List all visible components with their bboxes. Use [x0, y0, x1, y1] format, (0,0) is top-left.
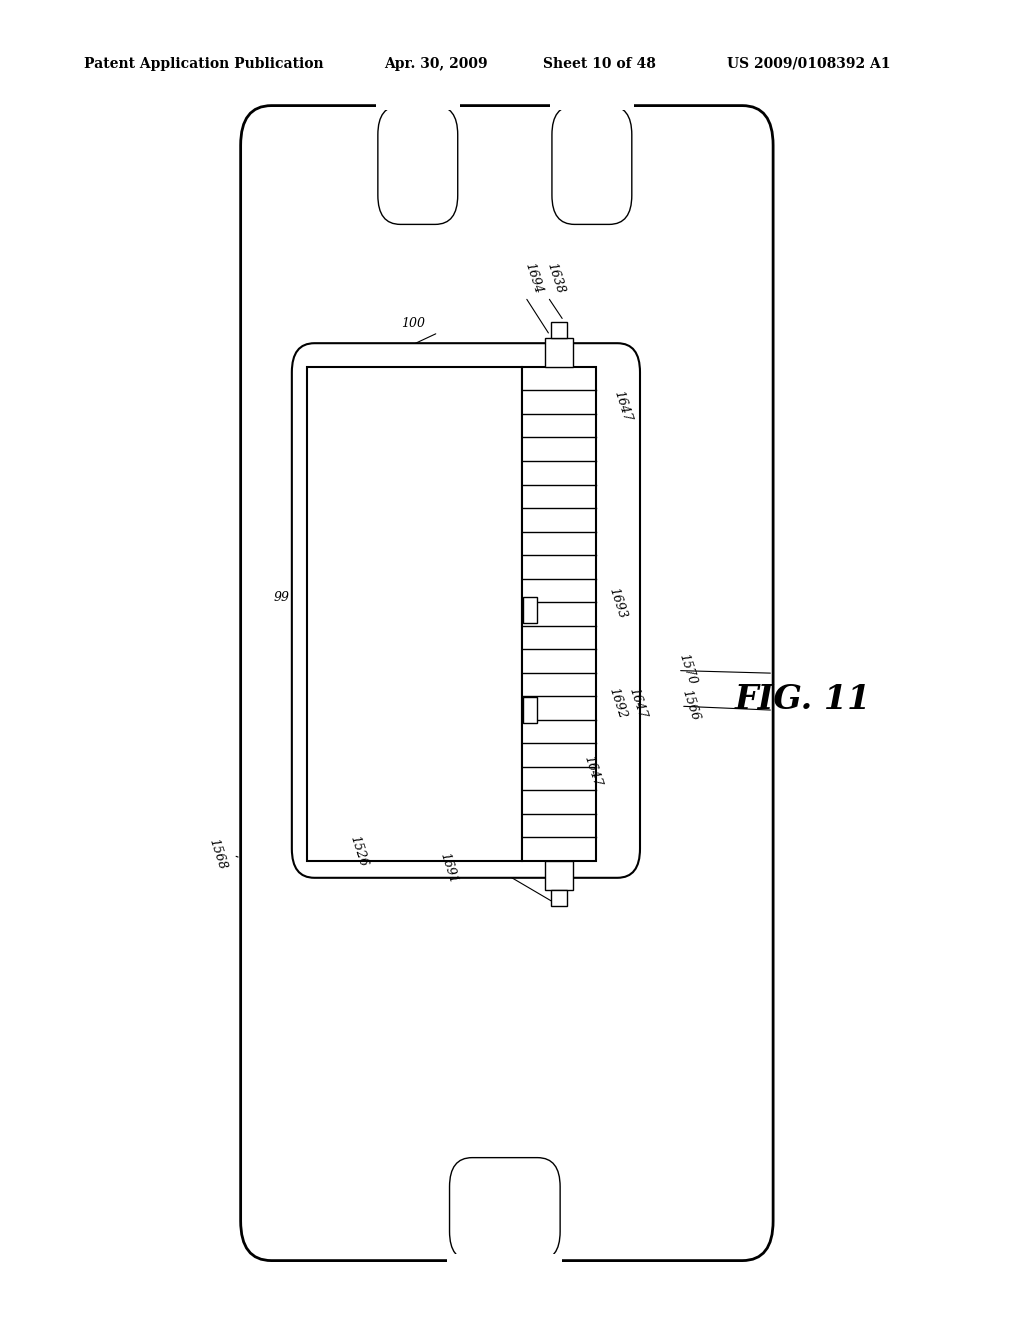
Text: 1693: 1693: [606, 586, 629, 620]
Text: 1691: 1691: [437, 851, 460, 886]
Text: 1694: 1694: [522, 261, 545, 296]
Bar: [523, 697, 537, 723]
Text: Apr. 30, 2009: Apr. 30, 2009: [384, 57, 487, 71]
Bar: [447, 1254, 562, 1267]
Text: 1638: 1638: [545, 261, 567, 296]
FancyBboxPatch shape: [241, 106, 773, 1261]
Text: Patent Application Publication: Patent Application Publication: [84, 57, 324, 71]
Text: Sheet 10 of 48: Sheet 10 of 48: [543, 57, 655, 71]
FancyBboxPatch shape: [450, 1158, 560, 1261]
Bar: [307, 367, 522, 861]
Text: FIG. 11: FIG. 11: [735, 684, 871, 715]
Text: 1568: 1568: [206, 837, 228, 871]
Text: 99: 99: [273, 591, 290, 605]
Bar: [450, 1158, 560, 1274]
Bar: [376, 96, 460, 110]
Text: 1692: 1692: [606, 686, 629, 721]
Bar: [523, 597, 537, 623]
Bar: [378, 92, 458, 195]
Bar: [552, 92, 632, 195]
Text: 100: 100: [401, 317, 425, 330]
Bar: [552, 322, 567, 338]
FancyBboxPatch shape: [292, 343, 640, 878]
Text: 1647: 1647: [627, 686, 649, 721]
Text: US 2009/0108392 A1: US 2009/0108392 A1: [727, 57, 891, 71]
Bar: [522, 367, 596, 861]
Text: 1647: 1647: [582, 754, 604, 788]
FancyBboxPatch shape: [552, 106, 632, 224]
Text: 1526: 1526: [347, 834, 370, 869]
Text: 1566: 1566: [679, 688, 701, 722]
FancyBboxPatch shape: [378, 106, 458, 224]
Text: 1647: 1647: [611, 389, 634, 424]
Bar: [552, 890, 567, 906]
Bar: [545, 338, 573, 367]
Text: 1570: 1570: [676, 652, 698, 686]
Bar: [550, 96, 634, 110]
Bar: [545, 861, 573, 890]
